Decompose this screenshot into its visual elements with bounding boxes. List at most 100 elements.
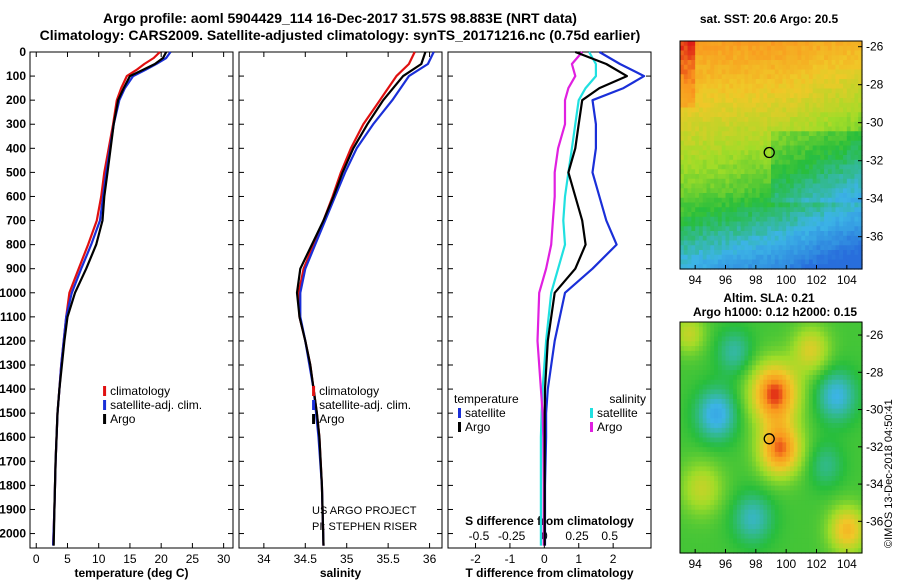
map-cell — [839, 159, 844, 166]
map-cell — [854, 126, 859, 132]
map-cell — [702, 55, 708, 61]
map-cell — [755, 533, 761, 540]
map-cell — [736, 432, 742, 439]
map-cell — [691, 136, 696, 142]
map-cell — [680, 418, 685, 424]
map-cell — [695, 102, 700, 109]
map-cell — [717, 476, 723, 482]
map-cell — [695, 183, 700, 189]
map-cell — [827, 145, 833, 151]
map-cell — [752, 500, 757, 506]
map-cell — [710, 93, 715, 99]
map-cell — [846, 451, 852, 458]
map-cell — [824, 216, 829, 223]
map-cell — [687, 197, 692, 204]
map-cell — [793, 254, 799, 261]
map-cell — [767, 538, 772, 544]
map-cell — [835, 427, 840, 434]
map-cell — [786, 60, 791, 66]
map-cell — [680, 341, 685, 347]
map-cell — [774, 83, 780, 90]
map-cell — [687, 221, 692, 227]
map-cell — [714, 399, 719, 405]
map-cell — [846, 50, 852, 56]
map-cell — [835, 461, 840, 467]
map-x-tick-label: 102 — [806, 273, 826, 287]
map-cell — [733, 543, 738, 549]
map-cell — [695, 155, 700, 161]
map-cell — [835, 79, 840, 85]
map-cell — [774, 360, 780, 366]
map-cell — [683, 538, 689, 544]
map-cell — [755, 183, 761, 189]
map-cell — [740, 322, 746, 328]
map-cell — [717, 384, 723, 390]
map-cell — [755, 480, 761, 487]
map-cell — [744, 178, 749, 185]
map-cell — [858, 437, 863, 443]
map-cell — [778, 45, 783, 52]
map-cell — [691, 442, 696, 448]
map-cell — [744, 169, 749, 175]
map-cell — [702, 231, 708, 237]
map-cell — [763, 231, 768, 237]
map-cell — [691, 423, 696, 429]
map-cell — [786, 509, 791, 516]
map-cell — [748, 197, 753, 204]
map-cell — [850, 98, 856, 104]
map-cell — [759, 178, 765, 185]
map-cell — [680, 45, 685, 52]
map-cell — [816, 423, 821, 429]
map-cell — [691, 83, 696, 90]
map-cell — [789, 93, 795, 99]
map-cell — [721, 341, 727, 347]
map-cell — [721, 461, 727, 467]
map-cell — [789, 413, 795, 419]
map-cell — [786, 476, 791, 482]
map-cell — [831, 437, 837, 443]
map-cell — [706, 350, 711, 357]
map-cell — [752, 145, 757, 151]
map-cell — [858, 514, 863, 520]
map-cell — [744, 226, 749, 232]
map-cell — [831, 178, 837, 185]
map-cell — [774, 471, 780, 477]
map-cell — [801, 418, 806, 424]
map-cell — [843, 193, 848, 199]
map-cell — [736, 418, 742, 424]
map-cell — [755, 150, 761, 156]
map-cell — [729, 212, 734, 218]
map-cell — [733, 355, 738, 362]
y-tick-label: 700 — [6, 214, 26, 228]
map-cell — [759, 174, 765, 180]
map-cell — [755, 399, 761, 405]
map-cell — [793, 432, 799, 439]
map-cell — [767, 394, 772, 400]
map-cell — [797, 394, 802, 400]
map-cell — [736, 174, 742, 180]
map-cell — [812, 183, 818, 189]
map-cell — [774, 394, 780, 400]
map-cell — [759, 155, 765, 161]
map-cell — [854, 159, 859, 166]
map-cell — [771, 326, 776, 333]
map-cell — [695, 336, 700, 342]
map-cell — [824, 514, 829, 520]
map-cell — [717, 164, 723, 170]
difference-line-salinity-satellite — [539, 51, 598, 546]
map-cell — [782, 326, 787, 333]
map-cell — [687, 519, 692, 525]
map-cell — [827, 121, 833, 128]
map-cell — [725, 331, 730, 338]
map-cell — [714, 413, 719, 419]
map-cell — [831, 355, 837, 362]
map-cell — [820, 543, 825, 549]
map-cell — [824, 322, 829, 328]
map-cell — [835, 408, 840, 415]
map-cell — [801, 98, 806, 104]
map-cell — [687, 216, 692, 223]
map-cell — [695, 403, 700, 410]
map-cell — [820, 490, 825, 496]
map-cell — [733, 374, 738, 381]
map-cell — [714, 183, 719, 189]
